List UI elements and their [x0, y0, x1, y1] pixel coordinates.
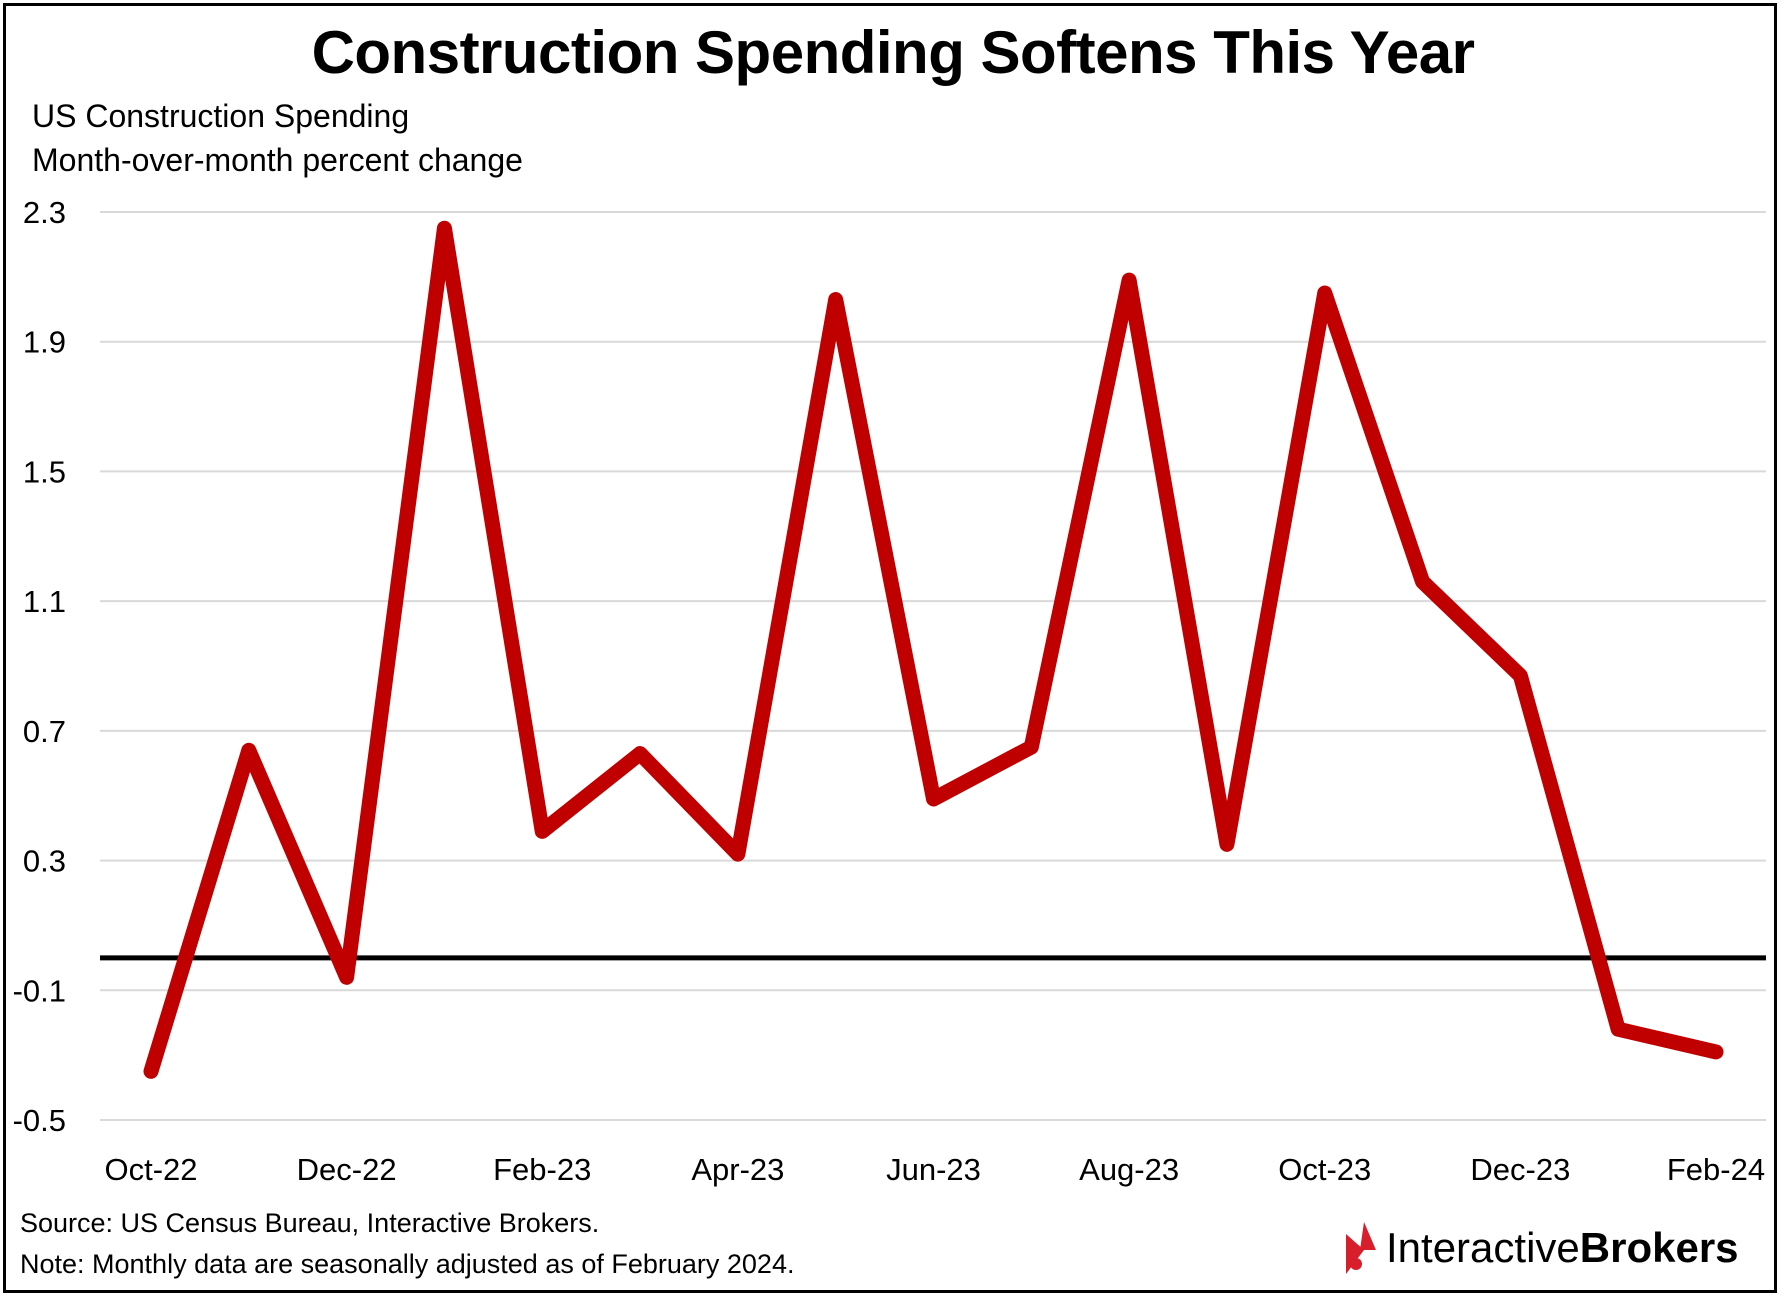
y-tick-label: 1.9	[23, 325, 66, 360]
y-tick-label: -0.1	[13, 973, 66, 1008]
y-tick-label: 0.7	[23, 714, 66, 749]
logo-text-regular: Interactive	[1386, 1224, 1580, 1271]
series-line	[143, 220, 1724, 1079]
y-tick-label: 1.1	[23, 584, 66, 619]
x-tick-label: Apr-23	[691, 1152, 784, 1187]
x-axis-ticks: Oct-22 Dec-22 Feb-23 Apr-23 Jun-23 Aug-23 Oct-…	[104, 1152, 1765, 1187]
logo-flag-icon	[1346, 1222, 1376, 1274]
footnote: Note: Monthly data are seasonally adjust…	[20, 1249, 795, 1279]
x-tick-label: Oct-23	[1278, 1152, 1371, 1187]
chart-subtitle: US Construction Spending	[32, 98, 410, 134]
y-axis-ticks: 2.3 1.9 1.5 1.1 0.7 0.3 -0.1 -0.5	[13, 195, 66, 1138]
logo-text-bold: Brokers	[1579, 1224, 1739, 1271]
x-tick-label: Feb-24	[1667, 1152, 1765, 1187]
x-tick-label: Aug-23	[1079, 1152, 1179, 1187]
y-tick-label: -0.5	[13, 1103, 66, 1138]
x-tick-label: Oct-22	[104, 1152, 197, 1187]
y-tick-label: 2.3	[23, 195, 66, 230]
source-note: Source: US Census Bureau, Interactive Br…	[20, 1208, 600, 1238]
chart-title: Construction Spending Softens This Year	[311, 19, 1475, 86]
x-tick-label: Jun-23	[886, 1152, 981, 1187]
x-tick-label: Feb-23	[493, 1152, 591, 1187]
interactive-brokers-logo: Interactive Brokers	[1342, 1218, 1739, 1278]
chart-unit-label: Month-over-month percent change	[32, 142, 523, 178]
y-tick-label: 1.5	[23, 454, 66, 489]
y-tick-label: 0.3	[23, 844, 66, 879]
x-tick-label: Dec-23	[1470, 1152, 1570, 1187]
x-tick-label: Dec-22	[297, 1152, 397, 1187]
